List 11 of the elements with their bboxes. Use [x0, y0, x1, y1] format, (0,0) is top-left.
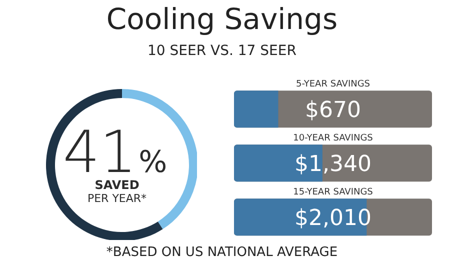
category-label: 5-YEAR SAVINGS	[296, 80, 370, 90]
text: PER YEAR*	[87, 192, 148, 205]
category-label: 10-YEAR SAVINGS	[293, 134, 373, 144]
category-label: 15-YEAR SAVINGS	[293, 188, 373, 198]
data-label: $670	[305, 98, 361, 124]
text: SAVED	[94, 178, 140, 192]
text: *BASED ON US NATIONAL AVERAGE	[105, 245, 339, 260]
chart-subtitle: 10 SEER VS. 17 SEER	[146, 43, 298, 59]
data-label: $1,340	[294, 152, 372, 178]
data-label: $2,010	[294, 206, 372, 232]
chart-title: Cooling Savings	[105, 2, 339, 36]
